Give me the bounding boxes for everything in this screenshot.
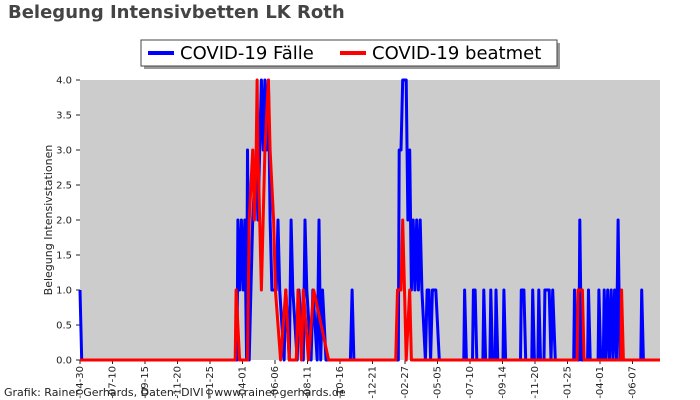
y-tick-label: 2.5 <box>56 181 72 192</box>
y-tick-label: 0.5 <box>56 321 72 332</box>
x-tick-label: -10-16 <box>335 366 346 399</box>
plot-background <box>80 80 660 360</box>
x-tick-label: -09-14 <box>498 366 509 399</box>
y-tick-label: 3.0 <box>56 146 72 157</box>
series-lines <box>78 78 660 362</box>
x-tick-label: -06-07 <box>628 366 639 399</box>
x-tick-label: -04-01 <box>238 366 249 399</box>
y-tick-label: 1.5 <box>56 251 72 262</box>
x-tick-label: -05-05 <box>433 366 444 399</box>
x-tick-label: -09-15 <box>140 366 151 399</box>
x-tick-label: -01-25 <box>205 366 216 399</box>
chart-title: Belegung Intensivbetten LK Roth <box>8 2 345 23</box>
legend: COVID-19 Fälle COVID-19 beatmet <box>140 39 560 69</box>
x-tick-label: -02-27 <box>400 366 411 399</box>
x-tick-label: -04-01 <box>595 366 606 399</box>
y-axis-ticks: 0.0 0.5 1.0 1.5 2.0 2.5 3.0 3.5 4.0 <box>56 76 80 367</box>
x-tick-label: -01-25 <box>563 366 574 399</box>
x-tick-label: -08-11 <box>303 366 314 399</box>
x-tick-label: -04-30 <box>75 366 86 399</box>
legend-box <box>140 39 558 67</box>
legend-label: COVID-19 beatmet <box>372 43 541 64</box>
x-tick-label: -12-21 <box>368 366 379 399</box>
credit-footer: Grafik: Rainer Gerhards, Daten: DIVI | w… <box>4 386 346 399</box>
y-tick-label: 0.0 <box>56 356 72 367</box>
legend-label: COVID-19 Fälle <box>180 43 314 64</box>
x-axis-ticks: -04-30 -07-10 -09-15 -11-20 -01-25 -04-01 -06-… <box>75 360 639 399</box>
y-tick-label: 3.5 <box>56 111 72 122</box>
x-tick-label: -11-20 <box>173 366 184 399</box>
y-axis-label: Belegung Intensivstationen <box>42 145 55 296</box>
y-tick-label: 4.0 <box>56 76 72 87</box>
y-tick-label: 1.0 <box>56 286 72 297</box>
series-line-faelle <box>78 78 660 362</box>
x-tick-label: -11-20 <box>530 366 541 399</box>
x-tick-label: -07-10 <box>465 366 476 399</box>
series-line-beatmet <box>80 78 660 362</box>
x-tick-label: -06-06 <box>270 366 281 399</box>
x-tick-label: -07-10 <box>108 366 119 399</box>
y-tick-label: 2.0 <box>56 216 72 227</box>
